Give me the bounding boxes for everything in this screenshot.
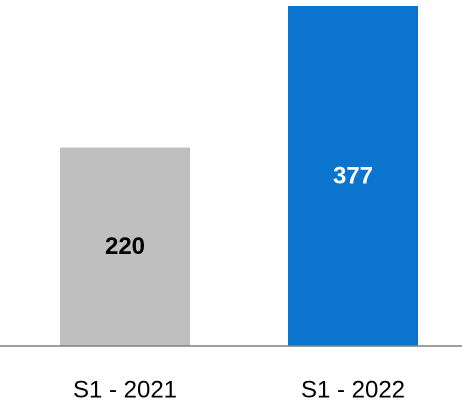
x-tick-label: S1 - 2022 — [301, 376, 405, 403]
bar — [288, 6, 418, 346]
x-tick-label: S1 - 2021 — [73, 376, 177, 403]
value-label: 377 — [333, 162, 373, 189]
value-label: 220 — [105, 233, 145, 260]
bar — [60, 147, 190, 346]
